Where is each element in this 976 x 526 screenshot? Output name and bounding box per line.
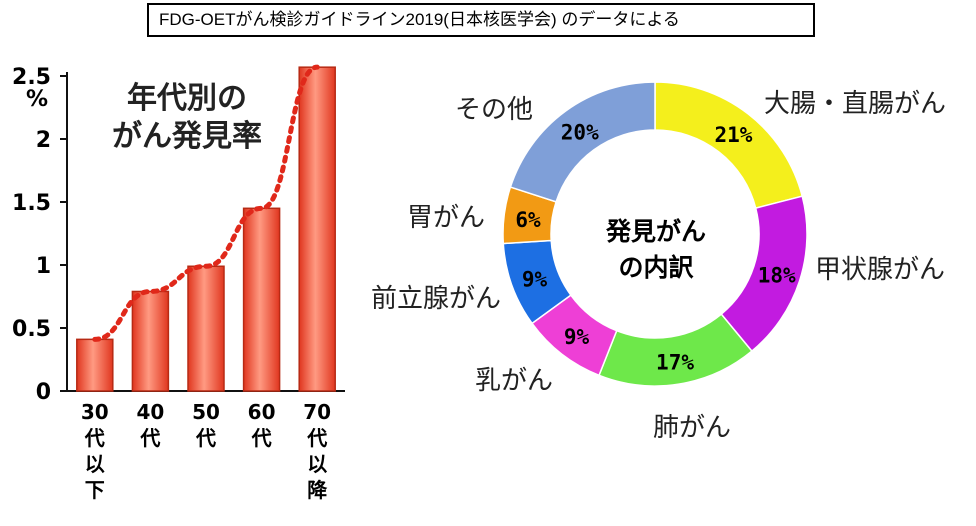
x-category-label: 以 bbox=[307, 452, 327, 476]
donut-center-title: 発見がん の内訳 bbox=[570, 214, 742, 286]
slice-category-label: 胃がん bbox=[407, 203, 485, 233]
bar bbox=[187, 265, 225, 392]
y-tick-label: 0.5 bbox=[12, 317, 51, 342]
slice-category-label: 大腸・直腸がん bbox=[764, 89, 946, 119]
x-category-label: 下 bbox=[85, 478, 105, 502]
donut-chart: 21% 大腸・直腸がん 18% 甲状腺がん 17% 肺がん 9% 乳がん 9% 前立腺がん 6% 胃が… bbox=[371, 81, 946, 443]
slice-category-label: その他 bbox=[455, 95, 533, 125]
y-tick-label: 1 bbox=[36, 254, 51, 279]
x-category-label: 40 bbox=[136, 400, 164, 424]
bar bbox=[131, 290, 170, 392]
bar-chart-title-line1: 年代別の bbox=[127, 81, 247, 116]
x-category-label: 代 bbox=[195, 426, 216, 450]
slice-value-label: 17% bbox=[656, 350, 694, 374]
donut-slice bbox=[509, 81, 656, 203]
trend-line bbox=[92, 64, 320, 342]
x-category-label: 代 bbox=[84, 426, 105, 450]
x-category-label: 30 bbox=[81, 400, 109, 424]
x-category-label: 代 bbox=[251, 426, 272, 450]
slice-category-label: 乳がん bbox=[475, 366, 553, 396]
slice-category-label: 前立腺がん bbox=[371, 284, 501, 314]
y-tick-label: 2 bbox=[36, 128, 51, 153]
source-note: FDG-OETがん検診ガイドライン2019(日本核医学会) のデータによる bbox=[147, 3, 815, 37]
x-category-label: 70 bbox=[303, 400, 331, 424]
y-tick-label: 0 bbox=[36, 380, 51, 405]
slice-value-label: 9% bbox=[564, 325, 590, 349]
x-category-label: 50 bbox=[192, 400, 220, 424]
bar bbox=[298, 66, 336, 392]
slice-value-label: 6% bbox=[515, 208, 541, 232]
x-category-label: 60 bbox=[248, 400, 276, 424]
bar-chart-title-line2: がん発見率 bbox=[112, 119, 262, 154]
slice-value-label: 21% bbox=[714, 123, 752, 147]
bar bbox=[242, 207, 281, 392]
x-category-label: 代 bbox=[139, 426, 160, 450]
y-axis-unit: % bbox=[26, 87, 48, 112]
x-category-label: 降 bbox=[307, 478, 328, 502]
slice-value-label: 18% bbox=[758, 264, 796, 288]
slice-value-label: 9% bbox=[522, 267, 548, 291]
donut-center-line1: 発見がん bbox=[605, 217, 706, 246]
bar-chart-title: 年代別の がん発見率 bbox=[102, 80, 272, 156]
slice-category-label: 肺がん bbox=[653, 413, 731, 443]
bar bbox=[76, 338, 114, 392]
donut-center-line2: の内訳 bbox=[618, 253, 694, 282]
y-tick-label: 1.5 bbox=[12, 191, 51, 216]
x-category-label: 以 bbox=[85, 452, 105, 476]
slice-value-label: 20% bbox=[561, 120, 599, 144]
x-category-label: 代 bbox=[306, 426, 327, 450]
y-tick-label: 2.5 bbox=[12, 65, 51, 90]
slice-category-label: 甲状腺がん bbox=[815, 255, 945, 285]
